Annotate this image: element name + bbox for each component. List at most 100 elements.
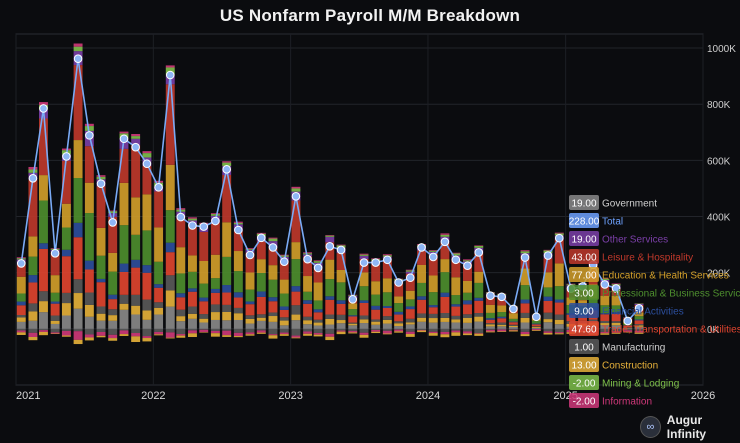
bar-segment: [474, 328, 484, 334]
bar-segment: [291, 242, 301, 260]
bar-segment: [119, 225, 129, 264]
bar-segment: [142, 310, 152, 320]
bar-segment: [245, 301, 255, 305]
bar-segment: [485, 304, 495, 313]
total-point: [623, 316, 633, 326]
bar-segment: [325, 318, 335, 325]
legend-item[interactable]: 3.00 Professional & Business Services: [569, 285, 740, 300]
bar-segment: [84, 337, 94, 341]
bar-segment: [336, 282, 346, 301]
bar-segment: [336, 269, 346, 283]
bar-segment: [256, 330, 266, 333]
bar-segment: [405, 269, 415, 271]
bar-segment: [96, 282, 106, 307]
bar-segment: [222, 330, 232, 336]
bar-segment: [199, 329, 209, 333]
legend-label: Trade, Transportation & Utilities: [602, 325, 740, 336]
bar-segment: [119, 330, 129, 335]
legend-item[interactable]: 9.00 Financial Activities: [569, 303, 684, 318]
bar-segment: [485, 312, 495, 319]
bar-segment: [428, 305, 438, 308]
bar-segment: [417, 329, 427, 331]
stacked-bars: [16, 43, 644, 345]
bar-segment: [245, 289, 255, 302]
bar-segment: [543, 249, 553, 251]
legend-label: Mining & Lodging: [602, 379, 679, 390]
bar-segment: [474, 333, 484, 334]
bar-segment: [131, 136, 141, 139]
bar-segment: [554, 302, 564, 315]
bar-segment: [268, 334, 278, 336]
legend-value: 3.00: [574, 289, 594, 300]
bar-segment: [199, 261, 209, 284]
bar-segment: [165, 164, 175, 211]
bar-segment: [176, 247, 186, 274]
legend-item[interactable]: -2.00 Mining & Lodging: [569, 375, 679, 390]
bar-segment: [417, 296, 427, 300]
bar-segment: [165, 275, 175, 291]
bar-segment: [108, 315, 118, 321]
bar-segment: [50, 315, 60, 321]
bar-segment: [303, 276, 313, 292]
bar-segment: [245, 248, 255, 249]
bar-segment: [176, 297, 186, 310]
bar-segment: [210, 312, 220, 320]
bar-segment: [96, 306, 106, 314]
bar-segment: [222, 256, 232, 286]
bar-segment: [600, 314, 610, 321]
total-point: [154, 183, 163, 192]
bar-segment: [382, 328, 392, 331]
bar-segment: [371, 330, 381, 332]
legend-label: Leisure & Hospitality: [602, 253, 693, 264]
legend-item[interactable]: 19.00 Other Services: [569, 231, 668, 246]
bar-segment: [313, 312, 323, 320]
bar-segment: [440, 321, 450, 329]
legend-item[interactable]: 43.00 Leisure & Hospitality: [569, 249, 693, 264]
bar-segment: [199, 322, 209, 329]
bar-segment: [16, 317, 26, 322]
bar-segment: [600, 331, 610, 334]
bar-segment: [336, 303, 346, 315]
bar-segment: [233, 319, 243, 329]
y-tick-label: 400K: [707, 213, 731, 224]
bar-segment: [611, 332, 621, 334]
bar-segment: [291, 286, 301, 292]
bar-segment: [543, 300, 553, 313]
bar-segment: [73, 293, 83, 309]
legend-item[interactable]: 19.00 Government: [569, 195, 657, 210]
bar-segment: [256, 320, 266, 329]
legend-item[interactable]: 1.00 Manufacturing: [569, 339, 665, 354]
bar-segment: [600, 328, 610, 332]
bar-segment: [325, 324, 335, 329]
bar-segment: [508, 313, 518, 319]
legend-value-box: [569, 303, 599, 318]
bar-segment: [210, 292, 220, 305]
total-point: [634, 304, 644, 313]
legend-item[interactable]: 228.00 Total: [569, 213, 623, 228]
bar-segment: [210, 214, 220, 216]
legend-item[interactable]: 47.60 Trade, Transportation & Utilities: [569, 321, 740, 336]
bar-segment: [520, 285, 530, 300]
bar-segment: [336, 300, 346, 304]
bar-segment: [256, 317, 266, 321]
bar-segment: [371, 331, 381, 334]
bar-segment: [16, 328, 26, 331]
bar-segment: [611, 283, 621, 285]
bar-segment: [16, 264, 26, 277]
bar-segment: [371, 305, 381, 310]
bar-segment: [325, 279, 335, 297]
bar-segment: [634, 319, 644, 321]
legend-item[interactable]: -2.00 Information: [569, 393, 652, 408]
bar-segment: [119, 263, 129, 272]
bar-segment: [611, 325, 621, 329]
bar-segment: [233, 307, 243, 314]
bar-segment: [611, 331, 621, 333]
legend-item[interactable]: 13.00 Construction: [569, 357, 658, 372]
bar-segment: [394, 331, 404, 333]
bar-segment: [142, 265, 152, 273]
bar-segment: [543, 272, 553, 288]
bar-segment: [313, 268, 323, 283]
total-point: [348, 295, 358, 304]
legend-item[interactable]: 77.00 Education & Health Services: [569, 267, 729, 282]
total-point: [199, 222, 209, 231]
